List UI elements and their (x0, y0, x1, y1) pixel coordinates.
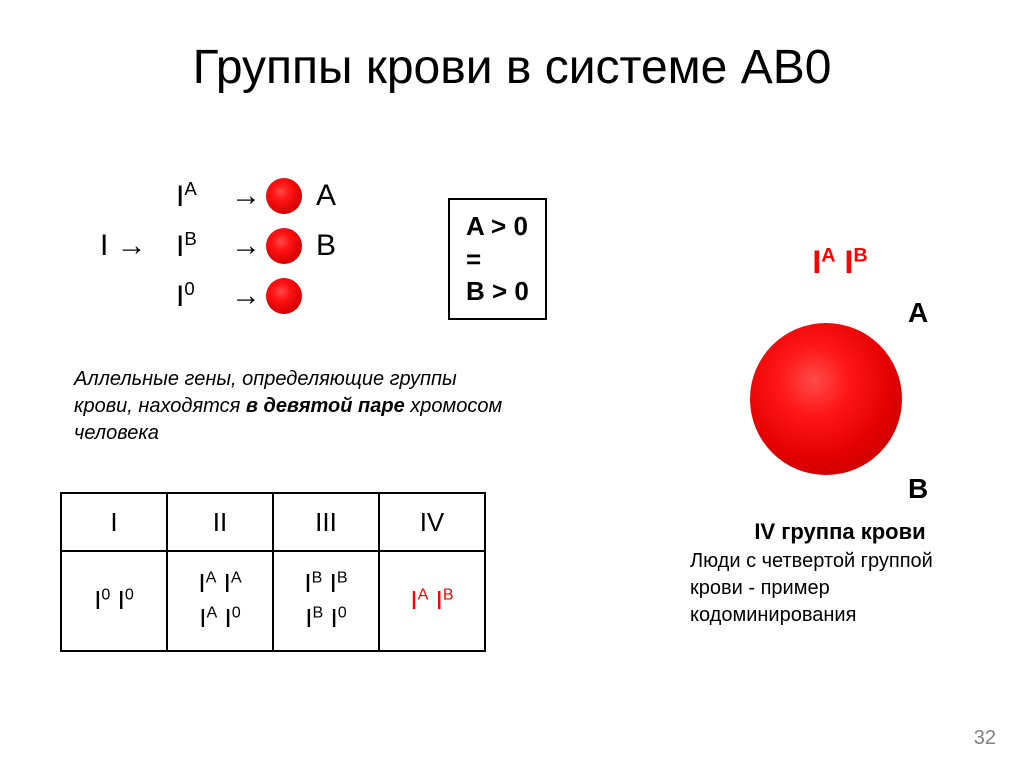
dominance-box: A > 0 = B > 0 (448, 198, 547, 320)
codominance-diagram: IA IB A B IV группа крови (690, 244, 990, 545)
cell-icon (266, 178, 302, 214)
genotype-line: IB IB (274, 566, 378, 601)
cell-icon (266, 278, 302, 314)
table-header-cell: IV (379, 493, 485, 551)
allele-row-b: I → IB → B (100, 222, 336, 270)
allele-diagram: IA → A I → IB → B I0 → (100, 172, 336, 322)
allele-b-gene: IB (176, 228, 226, 264)
genotype-line: IA IA (168, 566, 272, 601)
allele-row-0: I0 → (100, 272, 336, 320)
genotype-cell-3: IB IB IB I0 (273, 551, 379, 651)
arrow-icon: → (226, 279, 266, 313)
genotype-line: IA IB (380, 583, 484, 618)
big-cell-wrap: A B (690, 295, 990, 475)
table-header-cell: III (273, 493, 379, 551)
cell-icon (266, 228, 302, 264)
allele-i-lead: I → (100, 229, 176, 263)
genotype-line: IB I0 (274, 601, 378, 636)
caption-bold: в девятой паре (246, 395, 405, 417)
arrow-icon: → (226, 229, 266, 263)
dominance-line-2: = (466, 243, 529, 276)
chromosome-caption: Аллельные гены, определяющие группы кров… (74, 366, 514, 447)
allele-a-label: A (316, 179, 336, 213)
slide-title: Группы крови в системе АВ0 (0, 40, 1024, 95)
allele-b-label: B (316, 229, 336, 263)
table-header-cell: I (61, 493, 167, 551)
cell-icon-large (750, 323, 902, 475)
dominance-line-1: A > 0 (466, 210, 529, 243)
allele-a-gene: IA (176, 178, 226, 214)
genotype-cell-2: IA IA IA I0 (167, 551, 273, 651)
codominance-paragraph: Люди с четвертой группой крови - пример … (690, 548, 990, 629)
genotype-line: I0 I0 (62, 583, 166, 618)
table-header-cell: II (167, 493, 273, 551)
genotype-cell-4: IA IB (379, 551, 485, 651)
group-4-caption: IV группа крови (690, 519, 990, 545)
dominance-line-3: B > 0 (466, 275, 529, 308)
antigen-a-label: A (908, 297, 928, 329)
allele-0-gene: I0 (176, 278, 226, 314)
slide-number: 32 (974, 727, 996, 750)
arrow-icon: → (226, 179, 266, 213)
allele-row-a: IA → A (100, 172, 336, 220)
table-body-row: I0 I0 IA IA IA I0 IB IB IB I0 IA IB (61, 551, 485, 651)
antigen-b-label: B (908, 473, 928, 505)
table-header-row: I II III IV (61, 493, 485, 551)
genotype-table: I II III IV I0 I0 IA IA IA I0 IB IB IB I… (60, 492, 486, 652)
genotype-cell-1: I0 I0 (61, 551, 167, 651)
genotype-line: IA I0 (168, 601, 272, 636)
codominance-genotype: IA IB (690, 244, 990, 281)
